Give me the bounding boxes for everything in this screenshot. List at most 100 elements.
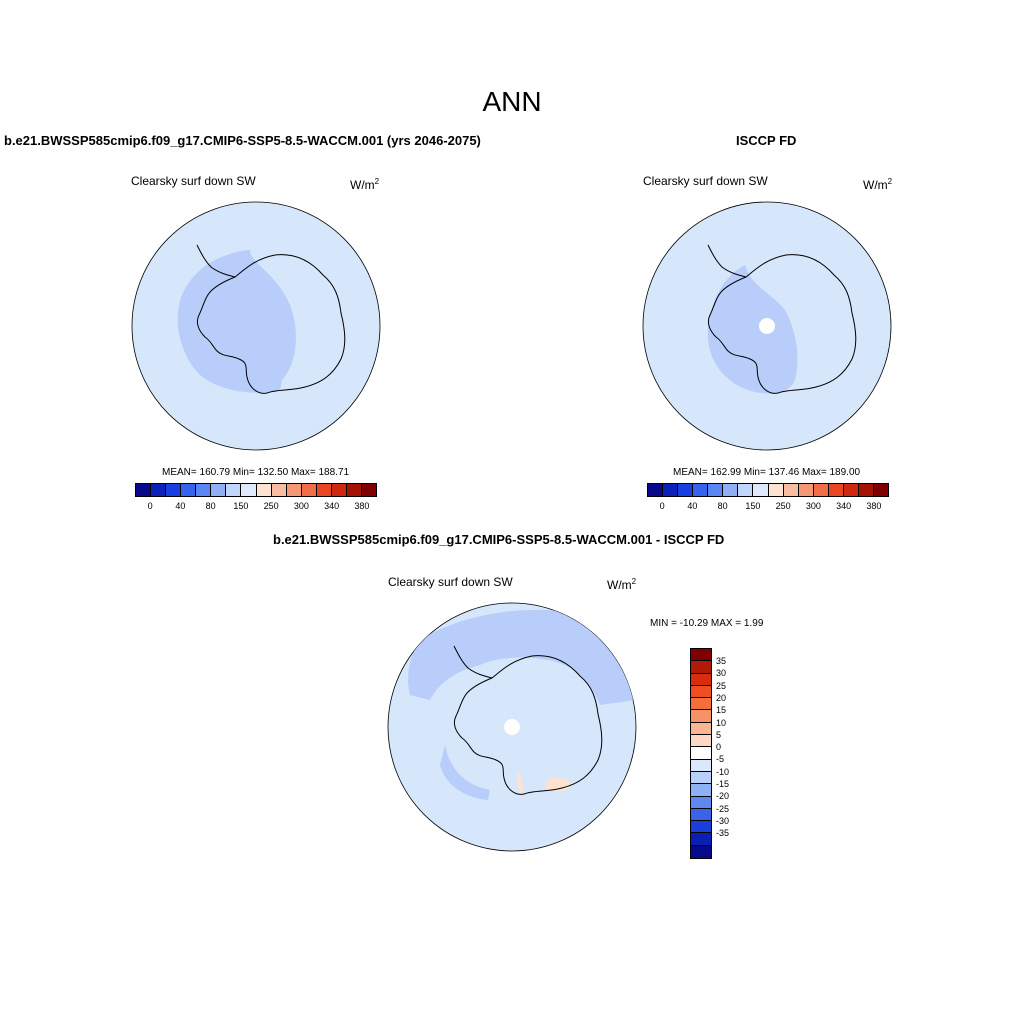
- colorbar-tick-label: 250: [263, 501, 279, 511]
- colorbar-swatch: [691, 735, 711, 748]
- colorbar-swatch: [331, 484, 347, 496]
- colorbar-swatch: [738, 484, 754, 496]
- colorbar-tick-label: 15: [716, 705, 727, 716]
- colorbar-swatch: [873, 484, 888, 496]
- colorbar-difference: [690, 648, 712, 860]
- colorbar-swatch: [768, 484, 784, 496]
- main-title: ANN: [482, 86, 542, 117]
- colorbar-swatch: [858, 484, 874, 496]
- colorbar-tick-label: -5: [716, 754, 725, 765]
- colorbar-swatch: [691, 833, 711, 846]
- colorbar-tick-label: 380: [354, 501, 370, 511]
- colorbar-swatch: [166, 484, 182, 496]
- colorbar-swatch: [286, 484, 302, 496]
- colorbar-swatch: [723, 484, 739, 496]
- colorbar-swatch: [691, 821, 711, 834]
- stats-obs: MEAN= 162.99 Min= 137.46 Max= 189.00: [673, 467, 861, 478]
- colorbar-tick-label: 25: [716, 680, 727, 691]
- polar-map-isccp: [642, 201, 892, 451]
- variable-label-difference: Clearsky surf down SW: [388, 575, 513, 589]
- colorbar-swatch: [691, 808, 711, 822]
- variable-label-model: Clearsky surf down SW: [131, 174, 256, 188]
- colorbar-swatch: [691, 649, 711, 662]
- units-label-difference: W/m2: [607, 577, 637, 592]
- units-label-model: W/m2: [350, 177, 380, 192]
- colorbar-swatch: [783, 484, 799, 496]
- colorbar-tick-label: 340: [324, 501, 340, 511]
- colorbar-swatch: [271, 484, 287, 496]
- colorbar-tick-label: -10: [716, 766, 730, 777]
- colorbar-obs: [647, 483, 889, 497]
- colorbar-swatch: [691, 845, 711, 859]
- colorbar-tick-label: 0: [659, 501, 665, 511]
- colorbar-tick-label: 35: [716, 656, 727, 666]
- colorbar-swatch: [691, 710, 711, 723]
- units-label-obs: W/m2: [863, 177, 893, 192]
- polar-map-difference: [387, 602, 637, 852]
- colorbar-tick-label: -15: [716, 779, 730, 789]
- colorbar-swatch: [691, 759, 711, 772]
- colorbar-swatch: [301, 484, 317, 496]
- colorbar-ticks-model: 0 40 80 150 250 300 340 380: [135, 501, 377, 515]
- colorbar-swatch: [196, 484, 212, 496]
- colorbar-swatch: [708, 484, 724, 496]
- colorbar-swatch: [663, 484, 679, 496]
- colorbar-tick-label: 40: [175, 501, 186, 511]
- colorbar-tick-label: 10: [716, 717, 727, 728]
- colorbar-swatch: [181, 484, 197, 496]
- panel-title-obs: ISCCP FD: [736, 133, 797, 148]
- colorbar-tick-label: 30: [716, 668, 727, 679]
- colorbar-swatch: [241, 484, 257, 496]
- panel-title-difference: b.e21.BWSSP585cmip6.f09_g17.CMIP6-SSP5-8…: [273, 532, 725, 547]
- colorbar-swatch: [361, 484, 376, 496]
- colorbar-tick-label: 250: [775, 501, 791, 511]
- colorbar-swatch: [691, 771, 711, 785]
- colorbar-tick-label: -30: [716, 815, 730, 826]
- colorbar-tick-label: 150: [745, 501, 761, 511]
- colorbar-swatch: [691, 747, 711, 760]
- colorbar-tick-label: -25: [716, 803, 730, 814]
- colorbar-swatch: [211, 484, 227, 496]
- colorbar-swatch: [316, 484, 332, 496]
- colorbar-swatch: [798, 484, 814, 496]
- colorbar-swatch: [648, 484, 664, 496]
- colorbar-tick-label: 80: [205, 501, 216, 511]
- variable-label-obs: Clearsky surf down SW: [643, 174, 768, 188]
- polar-map-model: [131, 201, 381, 451]
- colorbar-tick-label: 5: [716, 729, 722, 740]
- colorbar-swatch: [693, 484, 709, 496]
- colorbar-swatch: [226, 484, 242, 496]
- colorbar-tick-label: 40: [687, 501, 698, 511]
- colorbar-tick-label: -35: [716, 828, 730, 839]
- colorbar-swatch: [691, 796, 711, 809]
- colorbar-tick-label: 20: [716, 692, 727, 703]
- colorbar-swatch: [691, 685, 711, 699]
- panel-title-model: b.e21.BWSSP585cmip6.f09_g17.CMIP6-SSP5-8…: [4, 133, 481, 148]
- colorbar-swatch: [691, 698, 711, 711]
- colorbar-swatch: [691, 784, 711, 797]
- colorbar-tick-label: 0: [147, 501, 153, 511]
- colorbar-tick-label: 300: [805, 501, 821, 511]
- colorbar-swatch: [691, 673, 711, 686]
- colorbar-swatch: [813, 484, 829, 496]
- colorbar-tick-label: 0: [716, 742, 722, 753]
- colorbar-swatch: [691, 722, 711, 736]
- colorbar-tick-label: 380: [866, 501, 882, 511]
- colorbar-swatch: [753, 484, 769, 496]
- colorbar-swatch: [346, 484, 362, 496]
- colorbar-ticks-obs: 0 40 80 150 250 300 340 380: [647, 501, 889, 515]
- colorbar-swatch: [256, 484, 272, 496]
- colorbar-model: [135, 483, 377, 497]
- colorbar-swatch: [828, 484, 844, 496]
- colorbar-swatch: [843, 484, 859, 496]
- colorbar-swatch: [678, 484, 694, 496]
- stats-model: MEAN= 160.79 Min= 132.50 Max= 188.71: [162, 467, 350, 478]
- colorbar-tick-label: -20: [716, 791, 730, 802]
- colorbar-tick-label: 340: [836, 501, 852, 511]
- colorbar-swatch: [151, 484, 167, 496]
- stats-difference: MIN = -10.29 MAX = 1.99: [650, 618, 764, 629]
- colorbar-swatch: [136, 484, 152, 496]
- colorbar-tick-label: 80: [717, 501, 728, 511]
- colorbar-tick-label: 300: [293, 501, 309, 511]
